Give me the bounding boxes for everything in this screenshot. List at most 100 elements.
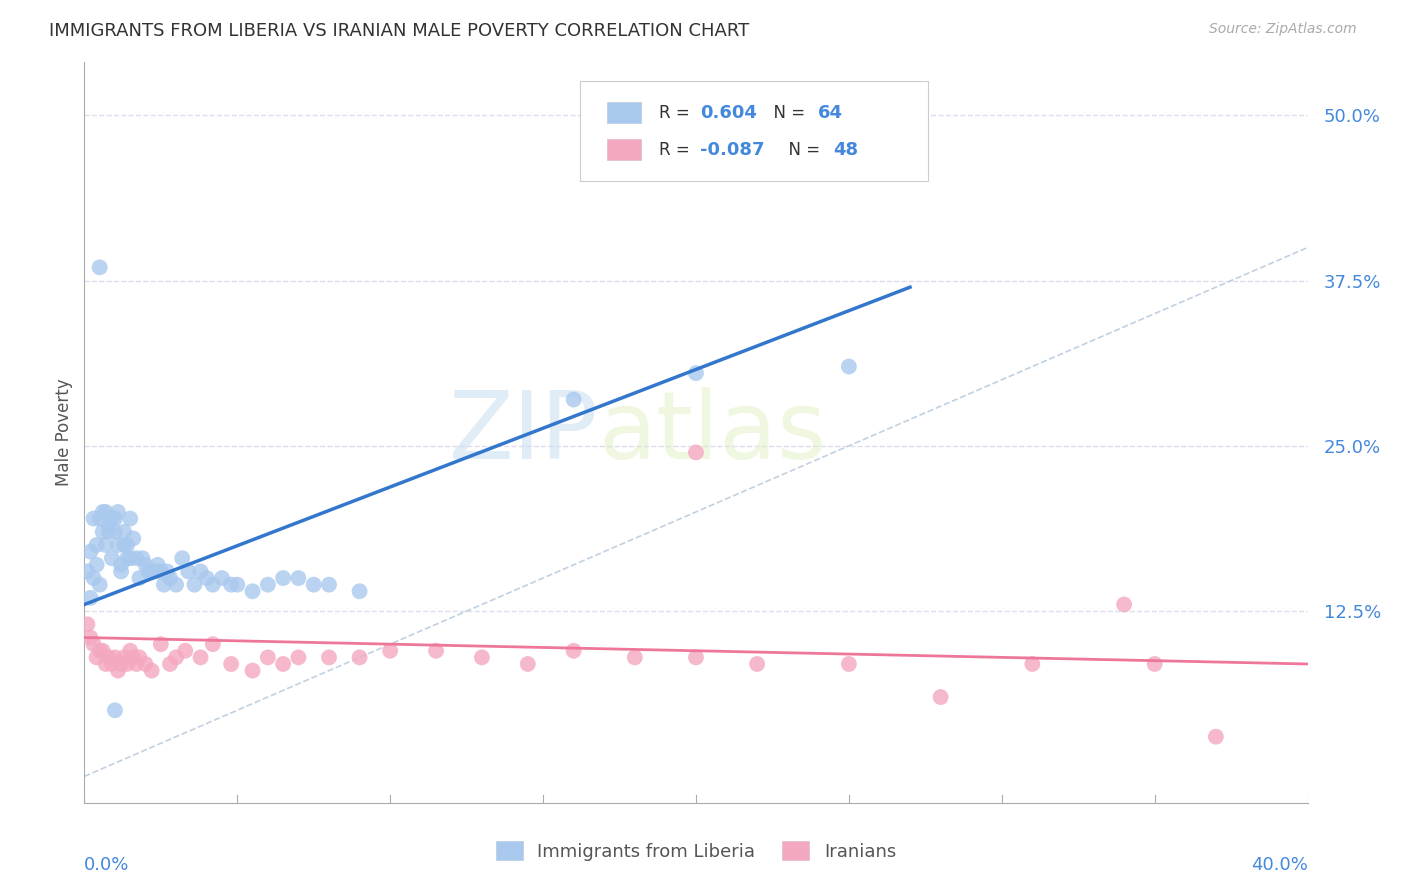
Point [131,551,153,566]
Point [138,565,160,579]
Point [183,577,205,591]
Point [101,511,124,525]
Point [83,571,105,585]
Text: N =: N = [778,141,825,159]
Point [97,650,120,665]
Point [1205,730,1227,744]
Point [79,591,101,605]
Point [318,650,340,665]
Point [425,644,447,658]
Legend: Immigrants from Liberia, Iranians: Immigrants from Liberia, Iranians [488,834,904,868]
Text: N =: N = [763,103,811,122]
Point [107,664,129,678]
Point [86,538,108,552]
Point [1143,657,1166,671]
Point [86,650,108,665]
FancyBboxPatch shape [606,103,641,123]
FancyBboxPatch shape [606,139,641,161]
Point [112,538,135,552]
Point [211,571,233,585]
Point [271,657,294,671]
Point [120,644,142,658]
Point [101,551,124,566]
Point [115,538,138,552]
Point [929,690,952,704]
Point [115,657,138,671]
Point [195,571,218,585]
Point [201,637,224,651]
Point [135,558,157,572]
Point [287,650,309,665]
Point [190,565,212,579]
Point [159,571,181,585]
Point [242,664,264,678]
Point [128,571,150,585]
Point [1021,657,1043,671]
Point [91,505,114,519]
Point [156,565,179,579]
Text: 64: 64 [818,103,844,122]
Point [349,584,371,599]
Text: ZIP: ZIP [449,386,598,479]
Point [91,644,114,658]
FancyBboxPatch shape [579,81,928,181]
Point [149,565,172,579]
Point [143,565,166,579]
Point [1114,598,1136,612]
Point [120,511,142,525]
Point [287,571,309,585]
Point [257,650,280,665]
Point [562,392,585,407]
Text: atlas: atlas [598,386,827,479]
Point [380,644,402,658]
Point [302,577,325,591]
Point [149,637,172,651]
Point [141,664,163,678]
Point [110,565,132,579]
Point [91,524,114,539]
Point [104,511,127,525]
Text: R =: R = [659,141,696,159]
Point [112,650,135,665]
Point [76,617,98,632]
Point [94,505,117,519]
Text: -0.087: -0.087 [700,141,763,159]
Point [201,577,224,591]
Point [122,650,145,665]
Point [219,577,242,591]
Point [562,644,585,658]
Point [177,565,200,579]
Point [747,657,769,671]
Point [271,571,294,585]
Point [471,650,494,665]
Point [128,650,150,665]
Point [110,558,132,572]
Text: 0.0%: 0.0% [84,855,129,873]
Text: 0.604: 0.604 [700,103,756,122]
Point [101,657,124,671]
Point [146,558,169,572]
Point [257,577,280,591]
Point [165,650,187,665]
Point [94,538,117,552]
Point [104,524,127,539]
Point [89,511,111,525]
Text: 40.0%: 40.0% [1251,855,1308,873]
Point [115,551,138,566]
Point [120,551,142,566]
Point [685,366,707,380]
Point [112,524,135,539]
Point [685,445,707,459]
Point [174,644,197,658]
Point [125,551,148,566]
Point [110,657,132,671]
Point [89,260,111,275]
Point [516,657,538,671]
Point [165,577,187,591]
Point [190,650,212,665]
Point [624,650,647,665]
Point [104,703,127,717]
Point [838,359,860,374]
Point [76,565,98,579]
Point [318,577,340,591]
